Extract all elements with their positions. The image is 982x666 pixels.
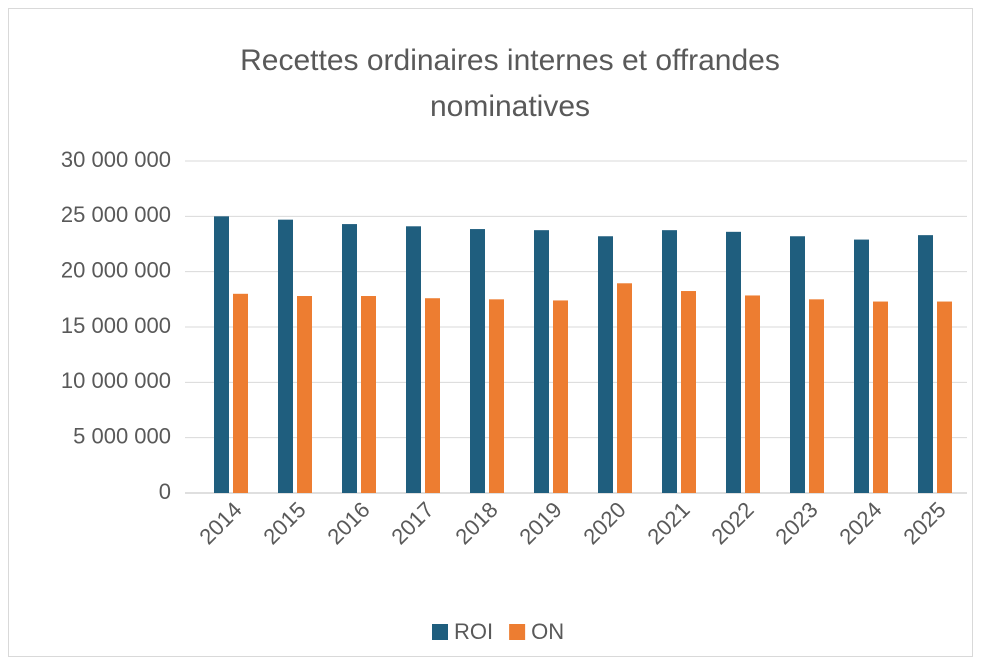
bar	[470, 229, 485, 493]
bar	[361, 296, 376, 493]
bar	[406, 226, 421, 493]
bar	[790, 236, 805, 493]
bar	[617, 283, 632, 493]
y-tick-label: 20 000 000	[61, 257, 171, 282]
y-tick-label: 10 000 000	[61, 368, 171, 393]
bar	[598, 236, 613, 493]
y-tick-label: 30 000 000	[61, 147, 171, 172]
y-tick-label: 25 000 000	[61, 202, 171, 227]
bar	[553, 300, 568, 493]
bar	[854, 239, 869, 493]
y-tick-label: 15 000 000	[61, 313, 171, 338]
bar	[278, 219, 293, 494]
legend-swatch	[432, 624, 448, 640]
bar	[681, 291, 696, 493]
bar	[297, 296, 312, 493]
bar	[534, 230, 549, 493]
y-tick-label: 5 000 000	[73, 423, 171, 448]
legend-label: ON	[531, 619, 564, 644]
bar	[489, 299, 504, 493]
bar	[918, 235, 933, 493]
bar	[214, 216, 229, 494]
bar	[726, 231, 741, 493]
bar	[745, 295, 760, 493]
bar	[873, 301, 888, 493]
legend-swatch	[509, 624, 526, 640]
bar	[233, 293, 248, 493]
bar	[425, 298, 440, 493]
bar	[342, 224, 357, 493]
legend-label: ROI	[454, 619, 493, 644]
bar	[937, 301, 952, 493]
y-tick-label: 0	[159, 479, 171, 504]
bar	[809, 299, 824, 493]
bar	[662, 230, 677, 493]
chart-title: Recettes ordinaires internes et offrande…	[240, 44, 780, 123]
